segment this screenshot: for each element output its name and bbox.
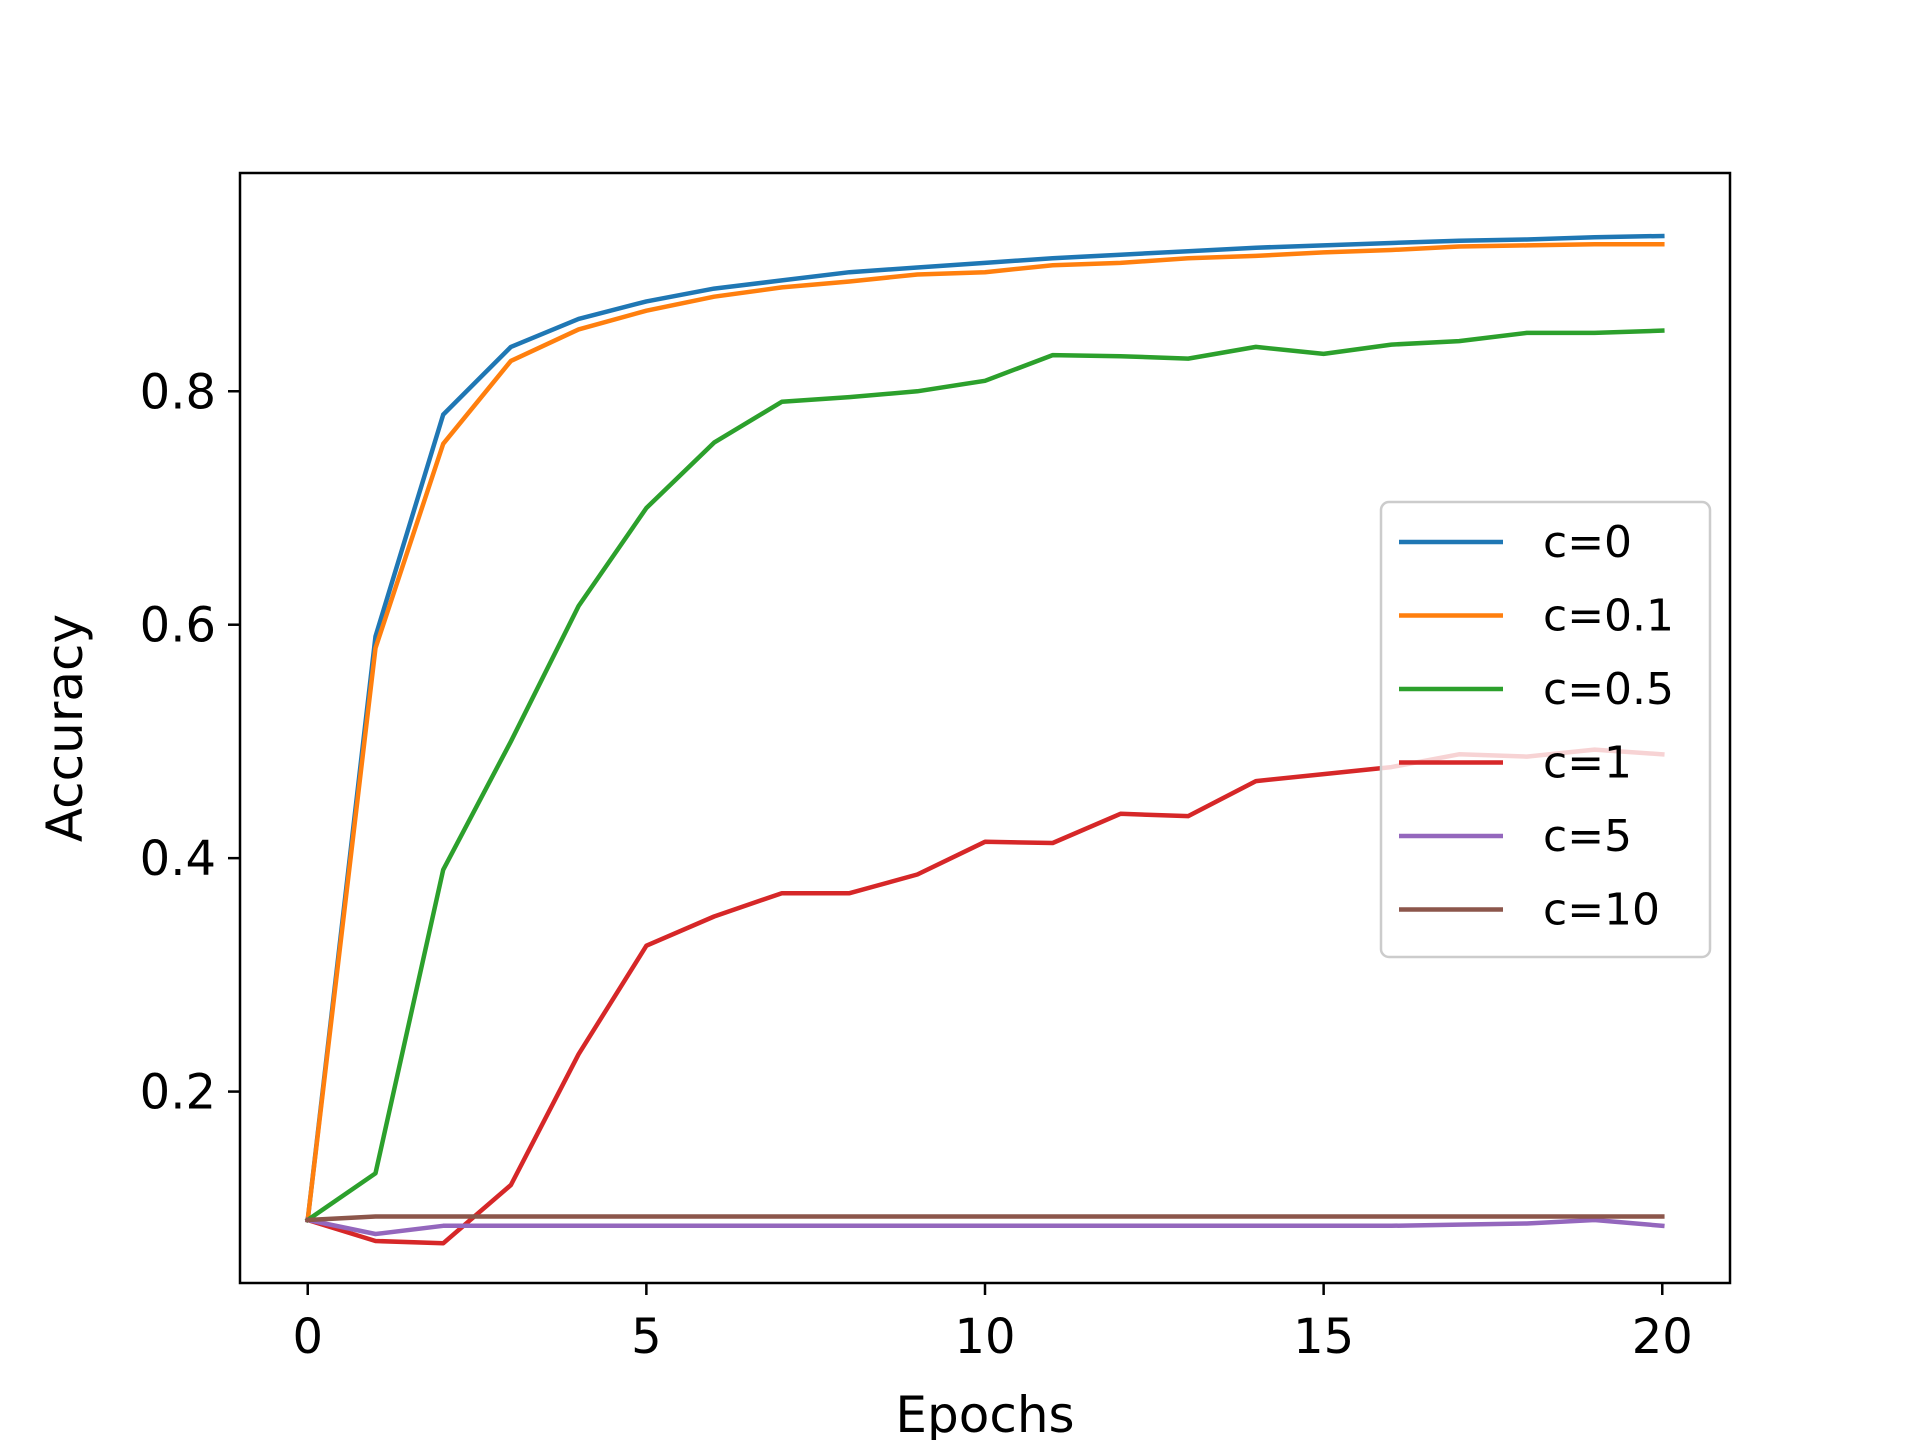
legend-label: c=0.1 [1543, 591, 1674, 642]
y-tick-label: 0.2 [140, 1065, 216, 1121]
legend-label: c=1 [1543, 738, 1632, 789]
x-tick-label: 20 [1632, 1309, 1693, 1365]
y-tick-label: 0.6 [140, 598, 216, 654]
series-line-c-5 [305, 1217, 1665, 1237]
x-tick-label: 0 [292, 1309, 323, 1365]
series-line-c-10 [305, 1214, 1665, 1223]
x-axis-label: Epochs [895, 1386, 1074, 1440]
x-tick-label: 5 [631, 1309, 662, 1365]
y-tick-label: 0.8 [140, 364, 216, 420]
x-axis-ticks: 0 5 10 15 20 [292, 1283, 1693, 1365]
legend-label: c=0.5 [1543, 664, 1674, 715]
series-line-c-0 [305, 233, 1665, 1223]
series-line-c-0-5 [304, 328, 1665, 1224]
y-axis-label: Accuracy [36, 614, 94, 842]
legend-label: c=10 [1543, 885, 1660, 936]
legend-label: c=0 [1543, 517, 1632, 568]
x-tick-label: 15 [1293, 1309, 1354, 1365]
y-axis-ticks: 0.2 0.4 0.6 0.8 [140, 364, 240, 1121]
legend-label: c=5 [1543, 811, 1632, 862]
series-line-c-0-1 [305, 241, 1665, 1223]
series-lines [304, 233, 1665, 1246]
y-tick-label: 0.4 [140, 831, 216, 887]
legend: c=0 c=0.1 c=0.5 c=1 c=5 c=10 [1379, 500, 1712, 959]
x-tick-label: 10 [954, 1309, 1015, 1365]
